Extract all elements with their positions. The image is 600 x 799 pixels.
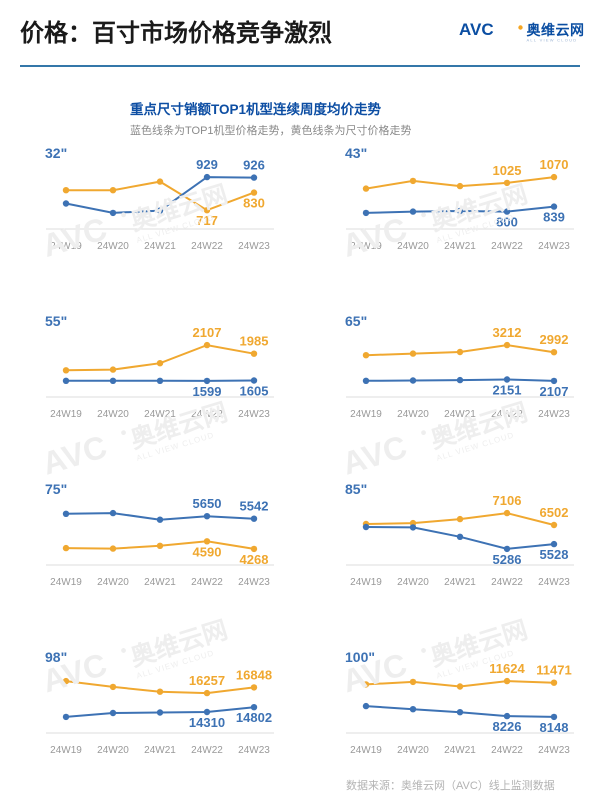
svg-text:24W21: 24W21 [144,577,176,588]
svg-text:14802: 14802 [236,710,272,725]
svg-text:11624: 11624 [489,661,525,676]
svg-text:830: 830 [243,196,265,211]
svg-text:24W20: 24W20 [397,745,429,756]
svg-text:24W21: 24W21 [444,577,476,588]
svg-text:24W22: 24W22 [191,241,223,252]
svg-text:5528: 5528 [540,547,569,562]
svg-text:55": 55" [45,313,67,329]
svg-text:1025: 1025 [493,163,522,178]
svg-text:85": 85" [345,481,367,497]
svg-text:24W19: 24W19 [350,409,382,420]
svg-text:98": 98" [45,649,67,665]
svg-text:929: 929 [196,157,218,172]
svg-text:24W23: 24W23 [538,409,570,420]
svg-text:24W20: 24W20 [97,241,129,252]
svg-text:16257: 16257 [189,673,225,688]
svg-text:926: 926 [243,158,265,173]
svg-text:4590: 4590 [193,544,222,559]
svg-text:14310: 14310 [189,715,225,730]
svg-text:43": 43" [345,145,367,161]
svg-text:2151: 2151 [493,383,522,398]
svg-text:8148: 8148 [540,720,569,735]
svg-text:100": 100" [345,649,375,665]
svg-text:24W21: 24W21 [444,241,476,252]
svg-text:3212: 3212 [493,325,522,340]
svg-text:800: 800 [496,215,518,230]
svg-text:32": 32" [45,145,67,161]
svg-text:5286: 5286 [493,552,522,567]
svg-text:1599: 1599 [193,384,222,399]
svg-text:24W20: 24W20 [97,409,129,420]
svg-text:24W21: 24W21 [144,745,176,756]
svg-text:24W23: 24W23 [238,409,270,420]
svg-text:24W19: 24W19 [50,745,82,756]
svg-text:6502: 6502 [540,505,569,520]
svg-text:24W19: 24W19 [50,409,82,420]
svg-text:24W19: 24W19 [350,577,382,588]
svg-text:奥维云网: 奥维云网 [527,22,585,38]
svg-text:AVC: AVC [459,20,494,39]
svg-text:4268: 4268 [240,552,269,567]
svg-text:24W20: 24W20 [97,745,129,756]
svg-text:24W23: 24W23 [538,241,570,252]
svg-text:8226: 8226 [493,719,522,734]
svg-text:24W21: 24W21 [444,409,476,420]
svg-text:2992: 2992 [540,332,569,347]
svg-text:1605: 1605 [240,384,269,399]
svg-text:1070: 1070 [540,157,569,172]
svg-text:75": 75" [45,481,67,497]
svg-text:24W22: 24W22 [491,409,523,420]
svg-text:24W22: 24W22 [491,241,523,252]
svg-text:5650: 5650 [193,496,222,511]
svg-text:717: 717 [196,213,218,228]
svg-text:1985: 1985 [240,334,269,349]
svg-text:7106: 7106 [493,493,522,508]
svg-text:24W23: 24W23 [238,745,270,756]
svg-text:24W22: 24W22 [191,745,223,756]
svg-text:16848: 16848 [236,667,272,682]
svg-text:24W22: 24W22 [491,745,523,756]
svg-text:24W20: 24W20 [397,577,429,588]
svg-text:839: 839 [543,210,565,225]
svg-text:24W21: 24W21 [444,745,476,756]
svg-text:5542: 5542 [240,499,269,514]
svg-text:65": 65" [345,313,367,329]
svg-text:24W23: 24W23 [238,577,270,588]
svg-text:2107: 2107 [193,325,222,340]
svg-text:24W19: 24W19 [50,241,82,252]
svg-text:24W23: 24W23 [238,241,270,252]
svg-text:24W20: 24W20 [397,409,429,420]
svg-text:24W22: 24W22 [191,409,223,420]
svg-text:24W21: 24W21 [144,241,176,252]
svg-text:ALL VIEW CLOUD: ALL VIEW CLOUD [527,38,578,43]
svg-text:24W22: 24W22 [191,577,223,588]
svg-text:24W21: 24W21 [144,409,176,420]
svg-text:24W19: 24W19 [350,241,382,252]
svg-text:24W22: 24W22 [491,577,523,588]
svg-text:24W19: 24W19 [350,745,382,756]
svg-text:24W23: 24W23 [538,745,570,756]
svg-text:24W19: 24W19 [50,577,82,588]
svg-text:2107: 2107 [540,384,569,399]
svg-text:24W20: 24W20 [97,577,129,588]
svg-text:11471: 11471 [536,663,571,678]
svg-text:24W20: 24W20 [397,241,429,252]
svg-text:24W23: 24W23 [538,577,570,588]
